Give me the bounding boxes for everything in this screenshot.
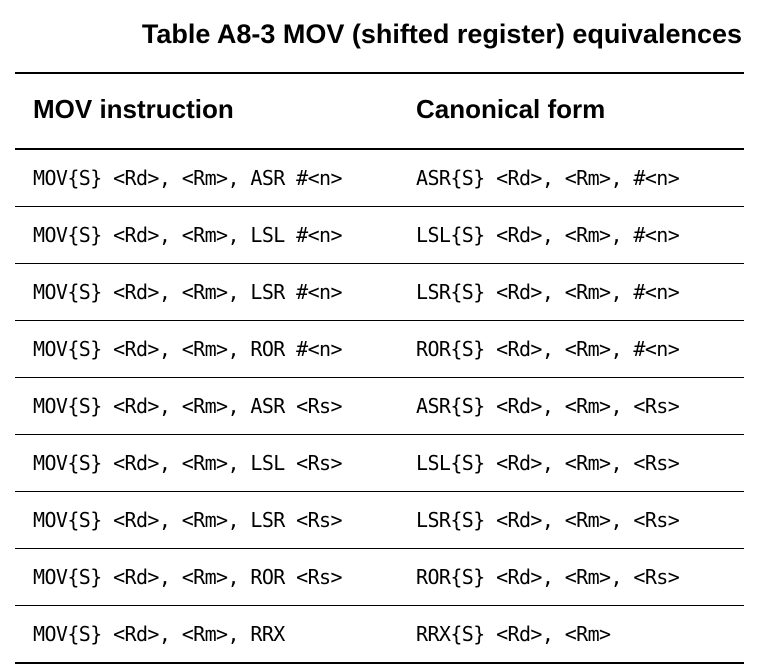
mov-instruction-cell: MOV{S} <Rd>, <Rm>, LSL #<n> bbox=[33, 223, 343, 247]
mov-instruction-cell: MOV{S} <Rd>, <Rm>, ROR #<n> bbox=[33, 337, 343, 361]
canonical-form-cell: ASR{S} <Rd>, <Rm>, <Rs> bbox=[416, 394, 680, 418]
mov-instruction-cell: MOV{S} <Rd>, <Rm>, ROR <Rs> bbox=[33, 565, 343, 589]
table-row: MOV{S} <Rd>, <Rm>, ASR <Rs> ASR{S} <Rd>,… bbox=[15, 378, 744, 435]
canonical-form-cell: ASR{S} <Rd>, <Rm>, #<n> bbox=[416, 166, 680, 190]
mov-instruction-cell: MOV{S} <Rd>, <Rm>, LSR #<n> bbox=[33, 280, 343, 304]
table-row: MOV{S} <Rd>, <Rm>, ASR #<n> ASR{S} <Rd>,… bbox=[15, 150, 744, 207]
mov-instruction-cell: MOV{S} <Rd>, <Rm>, LSR <Rs> bbox=[33, 508, 343, 532]
table-row: MOV{S} <Rd>, <Rm>, LSR #<n> LSR{S} <Rd>,… bbox=[15, 264, 744, 321]
header-mov-instruction: MOV instruction bbox=[33, 94, 234, 124]
canonical-form-cell: ROR{S} <Rd>, <Rm>, #<n> bbox=[416, 337, 680, 361]
canonical-form-cell: RRX{S} <Rd>, <Rm> bbox=[416, 622, 611, 646]
mov-instruction-cell: MOV{S} <Rd>, <Rm>, ASR #<n> bbox=[33, 166, 343, 190]
canonical-form-cell: LSR{S} <Rd>, <Rm>, #<n> bbox=[416, 280, 680, 304]
mov-instruction-cell: MOV{S} <Rd>, <Rm>, ASR <Rs> bbox=[33, 394, 343, 418]
equivalences-table: MOV instruction Canonical form MOV{S} <R… bbox=[15, 72, 744, 664]
table-row: MOV{S} <Rd>, <Rm>, LSL <Rs> LSL{S} <Rd>,… bbox=[15, 435, 744, 492]
mov-instruction-cell: MOV{S} <Rd>, <Rm>, LSL <Rs> bbox=[33, 451, 343, 475]
table-row: MOV{S} <Rd>, <Rm>, LSL #<n> LSL{S} <Rd>,… bbox=[15, 207, 744, 264]
table-caption: Table A8-3 MOV (shifted register) equiva… bbox=[141, 19, 742, 49]
table-row: MOV{S} <Rd>, <Rm>, LSR <Rs> LSR{S} <Rd>,… bbox=[15, 492, 744, 549]
canonical-form-cell: ROR{S} <Rd>, <Rm>, <Rs> bbox=[416, 565, 680, 589]
canonical-form-cell: LSL{S} <Rd>, <Rm>, <Rs> bbox=[416, 451, 680, 475]
mov-instruction-cell: MOV{S} <Rd>, <Rm>, RRX bbox=[33, 622, 285, 646]
table-header-row: MOV instruction Canonical form bbox=[15, 74, 744, 150]
canonical-form-cell: LSR{S} <Rd>, <Rm>, <Rs> bbox=[416, 508, 680, 532]
table-row: MOV{S} <Rd>, <Rm>, ROR #<n> ROR{S} <Rd>,… bbox=[15, 321, 744, 378]
header-canonical-form: Canonical form bbox=[416, 94, 606, 124]
table-row: MOV{S} <Rd>, <Rm>, RRX RRX{S} <Rd>, <Rm> bbox=[15, 606, 744, 664]
table-row: MOV{S} <Rd>, <Rm>, ROR <Rs> ROR{S} <Rd>,… bbox=[15, 549, 744, 606]
canonical-form-cell: LSL{S} <Rd>, <Rm>, #<n> bbox=[416, 223, 680, 247]
